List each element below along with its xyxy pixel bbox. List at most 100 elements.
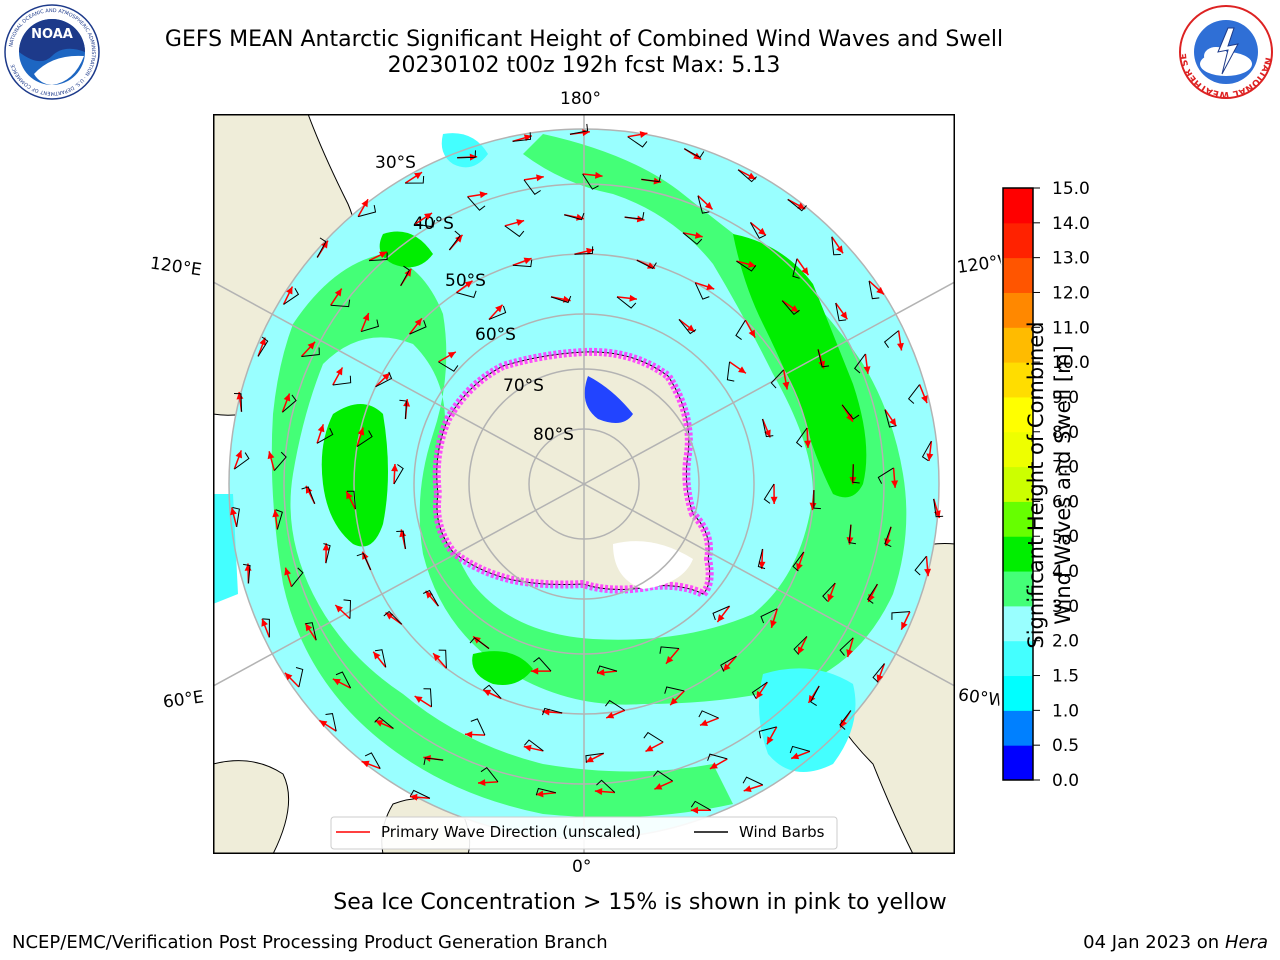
wind-barb xyxy=(795,427,808,448)
colorbar-swatch xyxy=(1003,362,1033,398)
wave-arrow-head xyxy=(597,668,605,676)
wave-arrow-head xyxy=(654,783,663,790)
colorbar-swatch xyxy=(1003,257,1033,293)
wave-arrow-head xyxy=(261,618,268,627)
wind-barb xyxy=(234,392,243,412)
wind-barb xyxy=(839,637,854,656)
wave-arrow-head xyxy=(362,313,370,321)
lon-label-120w: 120°W xyxy=(955,252,1003,278)
colorbar-swatch xyxy=(1003,675,1033,711)
colorbar-swatch xyxy=(1003,188,1033,224)
wave-arrow-head xyxy=(801,267,809,276)
wind-barb xyxy=(822,582,836,602)
wave-arrow-head xyxy=(747,260,756,268)
wave-arrow-head xyxy=(766,736,774,745)
wind-barb xyxy=(653,770,673,782)
africa-land xyxy=(213,760,290,854)
wind-barb xyxy=(283,288,300,305)
wave-arrow-head xyxy=(542,708,550,716)
wave-arrow-head xyxy=(582,129,590,137)
wave-arrow-head xyxy=(901,621,908,630)
wind-barb xyxy=(697,195,710,214)
wind-barb xyxy=(470,718,486,736)
wind-barb xyxy=(448,230,461,251)
wind-barb xyxy=(374,716,394,729)
wind-barb xyxy=(792,551,805,572)
wave-arrow-head xyxy=(709,762,718,769)
colorbar-swatch xyxy=(1003,640,1033,677)
lon-label-60w: 60°W xyxy=(956,685,1002,711)
wave-arrow-head xyxy=(797,646,805,655)
wind-barb xyxy=(364,752,381,769)
colorbar-tick-label: 0.0 xyxy=(1052,771,1079,790)
wave-arrow-head xyxy=(236,391,244,400)
graticule xyxy=(213,114,955,854)
wind-barb xyxy=(664,686,685,694)
wind-barb xyxy=(325,713,337,732)
wave-arrow-head xyxy=(840,311,848,320)
wave-arrow-head xyxy=(286,286,293,295)
wave-arrow-head xyxy=(379,251,388,259)
wave-arrow-head xyxy=(809,502,817,511)
wave-arrow-head xyxy=(706,283,715,291)
wind-barb xyxy=(295,666,304,688)
wind-barb xyxy=(643,731,664,743)
wind-barb xyxy=(641,174,662,183)
wind-barb xyxy=(883,330,899,348)
wind-barb xyxy=(323,543,331,564)
colorbar-tick-label: 12.0 xyxy=(1052,283,1090,303)
wave-arrow-head xyxy=(523,744,532,752)
wave-arrow-head xyxy=(921,395,928,404)
legend-wave-direction: Primary Wave Direction (unscaled) xyxy=(381,823,641,841)
wave-arrow-head xyxy=(305,623,313,632)
lat-label-30s: 30°S xyxy=(375,153,416,173)
wave-arrow-head xyxy=(464,280,473,288)
wave-arrow-head xyxy=(770,496,778,504)
wind-barb xyxy=(605,699,626,711)
wave-arrow-head xyxy=(478,779,486,787)
wave-arrow-head xyxy=(317,424,325,433)
wind-barb xyxy=(374,649,387,668)
date-stamp: 04 Jan 2023 on Hera xyxy=(1083,932,1268,953)
wind-barb xyxy=(301,347,320,357)
wind-barb xyxy=(533,657,552,672)
wind-barb xyxy=(596,779,616,793)
wind-barb xyxy=(405,175,425,184)
wind-barb xyxy=(467,196,486,211)
wind-barb xyxy=(375,371,393,388)
colorbar-tick-label: 6.0 xyxy=(1052,492,1079,512)
wind-barb xyxy=(393,464,404,485)
wind-barb xyxy=(301,486,316,504)
wind-barb xyxy=(512,259,533,268)
colorbar-swatch xyxy=(1003,536,1033,572)
wind-barb xyxy=(852,464,860,484)
wave-arrow-head xyxy=(804,440,812,448)
wave-arrow-head xyxy=(346,491,353,500)
wind-barb xyxy=(524,739,544,752)
polar-map: 30°S 40°S 50°S 60°S 70°S 80°S Primary Wa… xyxy=(213,114,955,854)
wind-barb xyxy=(616,296,637,309)
wave-arrow-head xyxy=(758,561,766,569)
wind-barb xyxy=(891,611,910,620)
wave-arrow-head xyxy=(790,305,799,313)
wave-arrow-head xyxy=(846,537,854,545)
wave-arrow-head xyxy=(629,294,637,302)
wind-barb xyxy=(596,665,618,673)
wave-arrow-head xyxy=(414,318,422,327)
wind-barb xyxy=(273,451,287,471)
wave-arrow-head xyxy=(424,213,433,220)
wind-barb xyxy=(335,671,352,689)
wave-arrow-head xyxy=(897,342,904,351)
colorbar-swatch xyxy=(1003,605,1033,642)
wave-arrow-head xyxy=(334,288,342,297)
wind-barb xyxy=(574,246,594,255)
wind-barb xyxy=(480,767,499,783)
wind-barb xyxy=(810,685,820,707)
wave-arrow-head xyxy=(414,696,423,703)
wind-barb xyxy=(627,136,648,148)
colorbar-tick-label: 3.0 xyxy=(1052,597,1079,617)
wind-barb xyxy=(813,490,821,510)
colorbar-tick-label: 4.0 xyxy=(1052,562,1079,582)
wind-barb xyxy=(872,663,885,683)
wind-barb xyxy=(330,299,351,308)
